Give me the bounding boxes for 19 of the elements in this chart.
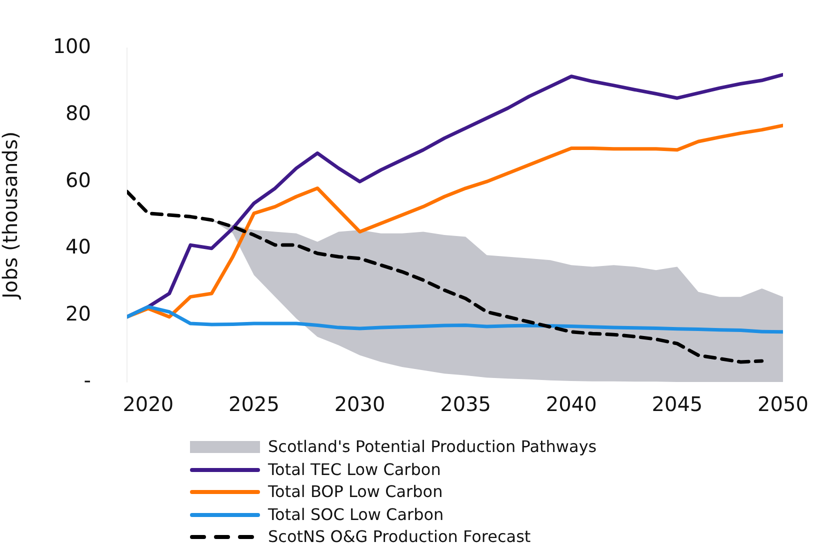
x-tick-label: 2040	[546, 392, 597, 416]
legend-label: Total BOP Low Carbon	[268, 481, 443, 503]
y-tick-label: 60	[66, 168, 91, 192]
y-tick-label: 20	[66, 301, 91, 326]
x-tick-label: 2035	[440, 392, 492, 416]
x-tick-label: 2020	[122, 392, 174, 416]
y-axis-title: Jobs (thousands)	[0, 131, 22, 301]
y-tick-label: 40	[66, 234, 91, 259]
x-tick-label: 2045	[652, 392, 703, 416]
x-tick-label: 2030	[334, 392, 386, 416]
y-tick-label: 80	[66, 101, 91, 126]
legend-label: Total TEC Low Carbon	[268, 458, 441, 480]
y-tick-label: 100	[52, 34, 91, 58]
x-tick-label: 2050	[758, 392, 808, 416]
legend-label: Scotland's Potential Production Pathways	[268, 436, 597, 458]
legend-label: Total SOC Low Carbon	[268, 504, 444, 526]
x-tick-label: 2025	[228, 392, 280, 416]
legend-label: ScotNS O&G Production Forecast	[268, 526, 531, 547]
y-tick-label: -	[84, 368, 91, 392]
